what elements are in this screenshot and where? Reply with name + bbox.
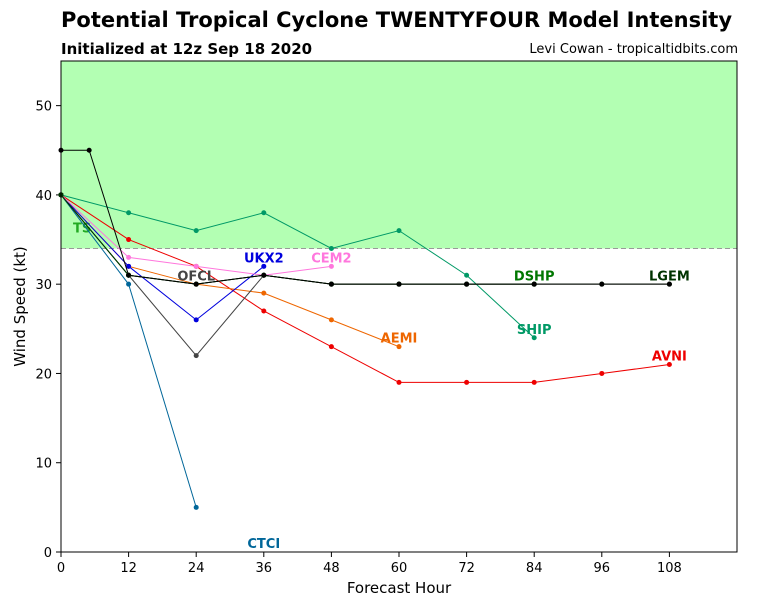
model-label-layer: CTCI AVNI AEMI UKX2 CEM2 SHIP OFCL DSHP LGEM [177, 251, 689, 552]
x-tick-label: 96 [594, 561, 611, 576]
data-point-unlabeled [193, 281, 199, 287]
data-point-ship [261, 210, 267, 216]
y-tick-label: 0 [44, 546, 52, 561]
series-line-ship [60, 194, 535, 339]
data-point-ofcl [193, 353, 199, 359]
model-label-aemi: AEMI [381, 332, 418, 347]
data-point-ukx2 [126, 263, 132, 269]
y-tick-label: 40 [35, 189, 52, 204]
data-point-ship [328, 245, 334, 251]
x-tick-label: 60 [391, 561, 408, 576]
model-label-dshp: DSHP [514, 269, 555, 284]
x-tick-label: 24 [188, 561, 205, 576]
y-tick-label: 50 [35, 100, 52, 115]
y-axis-label: Wind Speed (kt) [11, 246, 29, 367]
data-point-unlabeled [599, 281, 605, 287]
data-point-unlabeled [126, 272, 132, 278]
chart-credit: Levi Cowan - tropicaltidbits.com [529, 42, 738, 57]
x-tick-label: 72 [458, 561, 475, 576]
series-layer [58, 147, 672, 510]
model-label-lgem: LGEM [649, 269, 690, 284]
data-point-unlabeled [261, 272, 267, 278]
data-point-avni [328, 344, 334, 350]
y-tick-label: 30 [35, 278, 52, 293]
data-point-ship [464, 272, 470, 278]
series-line-avni [60, 194, 670, 383]
chart-title: Potential Tropical Cyclone TWENTYFOUR Mo… [61, 8, 733, 32]
data-point-unlabeled [328, 281, 334, 287]
data-point-ukx2 [261, 263, 267, 269]
data-point-unlabeled [531, 281, 537, 287]
x-tick-label: 84 [526, 561, 543, 576]
data-point-ship [126, 210, 132, 216]
x-tick-label: 108 [657, 561, 682, 576]
data-point-cem2 [126, 254, 132, 260]
series-line-ukx2 [60, 194, 265, 321]
data-point-unlabeled [86, 147, 92, 153]
x-axis-label: Forecast Hour [347, 579, 452, 597]
data-point-avni [396, 379, 402, 385]
plot-frame [60, 60, 738, 553]
data-point-ship [396, 228, 402, 234]
ts-band-layer: TS [61, 61, 737, 249]
data-point-ctci [193, 504, 199, 510]
x-tick-label: 0 [57, 561, 65, 576]
data-point-cem2 [328, 263, 334, 269]
x-tick-label: 48 [323, 561, 340, 576]
data-point-aemi [328, 317, 334, 323]
data-point-avni [261, 308, 267, 314]
data-point-avni [464, 379, 470, 385]
data-point-ship [193, 228, 199, 234]
x-tick-label: 12 [120, 561, 137, 576]
data-point-ship [531, 335, 537, 341]
model-label-ship: SHIP [517, 323, 552, 338]
data-point-aemi [261, 290, 267, 296]
data-point-unlabeled [464, 281, 470, 287]
axis-layer: 0 12 24 36 48 60 72 84 96 108 0 10 20 30 40 50 [35, 100, 681, 576]
data-point-avni [599, 370, 605, 376]
model-label-avni: AVNI [652, 350, 687, 365]
data-point-avni [126, 237, 132, 243]
model-label-ctci: CTCI [247, 537, 280, 552]
data-point-unlabeled [396, 281, 402, 287]
data-point-aemi [396, 344, 402, 350]
y-tick-label: 10 [35, 457, 52, 472]
data-point-avni [531, 379, 537, 385]
model-label-cem2: CEM2 [311, 251, 351, 266]
data-point-ukx2 [193, 317, 199, 323]
y-tick-label: 20 [35, 367, 52, 382]
chart-subtitle: Initialized at 12z Sep 18 2020 [61, 40, 313, 58]
data-point-unlabeled [666, 281, 672, 287]
x-tick-label: 36 [256, 561, 273, 576]
data-point-avni [666, 362, 672, 368]
ts-band [61, 61, 737, 249]
data-point-ctci [126, 281, 132, 287]
model-label-ukx2: UKX2 [244, 251, 284, 266]
data-point-cem2 [193, 263, 199, 269]
model-label-ofcl: OFCL [177, 269, 215, 284]
